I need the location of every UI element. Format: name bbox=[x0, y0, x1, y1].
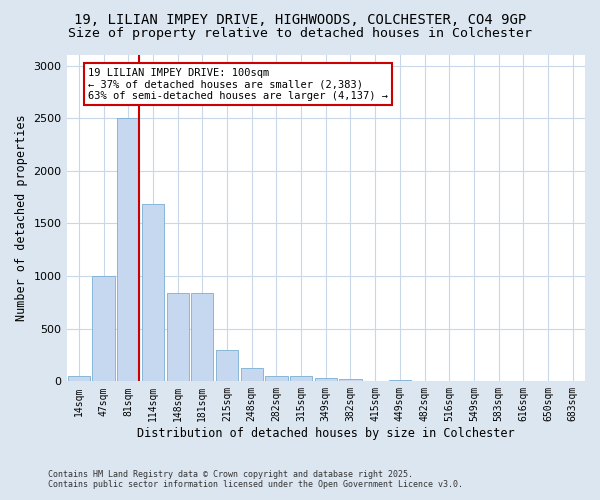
Bar bbox=[142, 204, 164, 382]
Bar bbox=[68, 376, 90, 382]
Bar bbox=[241, 368, 263, 382]
Text: Size of property relative to detached houses in Colchester: Size of property relative to detached ho… bbox=[68, 28, 532, 40]
Bar bbox=[191, 293, 214, 382]
Bar bbox=[92, 276, 115, 382]
Bar bbox=[167, 293, 189, 382]
Bar bbox=[389, 380, 411, 382]
Text: 19, LILIAN IMPEY DRIVE, HIGHWOODS, COLCHESTER, CO4 9GP: 19, LILIAN IMPEY DRIVE, HIGHWOODS, COLCH… bbox=[74, 12, 526, 26]
Bar bbox=[216, 350, 238, 382]
X-axis label: Distribution of detached houses by size in Colchester: Distribution of detached houses by size … bbox=[137, 427, 515, 440]
Y-axis label: Number of detached properties: Number of detached properties bbox=[15, 115, 28, 322]
Bar bbox=[290, 376, 312, 382]
Bar bbox=[340, 379, 362, 382]
Bar bbox=[265, 376, 287, 382]
Bar bbox=[117, 118, 139, 382]
Text: 19 LILIAN IMPEY DRIVE: 100sqm
← 37% of detached houses are smaller (2,383)
63% o: 19 LILIAN IMPEY DRIVE: 100sqm ← 37% of d… bbox=[88, 68, 388, 101]
Text: Contains HM Land Registry data © Crown copyright and database right 2025.
Contai: Contains HM Land Registry data © Crown c… bbox=[48, 470, 463, 489]
Bar bbox=[314, 378, 337, 382]
